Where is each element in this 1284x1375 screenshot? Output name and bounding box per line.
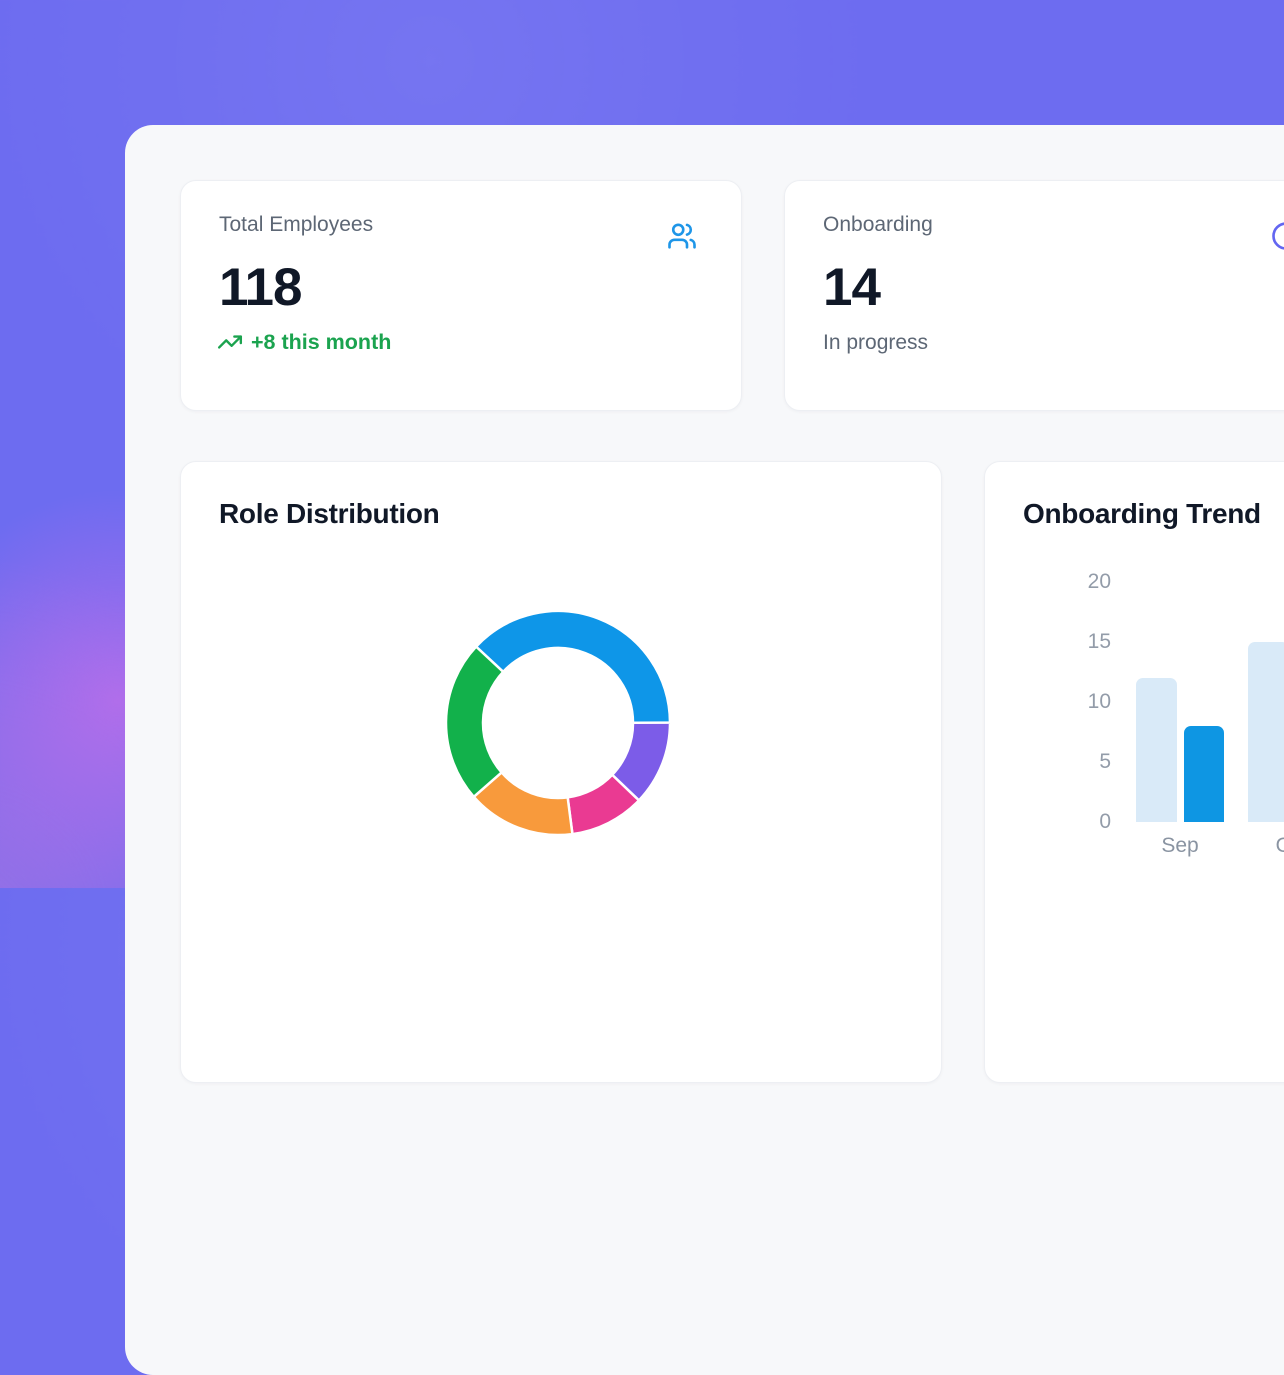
dashboard-background: { "theme": { "background_purple": "#6d6c…: [0, 0, 1284, 888]
onboarding-trend-bar-chart[interactable]: 0 5 10 15 20 Sep Oct: [985, 462, 1284, 1082]
stat-label: Onboarding: [823, 213, 933, 237]
y-axis-tick-label: 0: [1051, 811, 1111, 833]
stat-label: Total Employees: [219, 213, 373, 237]
y-axis-tick-label: 5: [1051, 751, 1111, 773]
stat-card-total-employees: Total Employees 118 +8 this month: [180, 180, 742, 411]
role-distribution-donut-chart[interactable]: [446, 611, 670, 835]
stat-delta-text: +8 this month: [251, 330, 391, 355]
bar-light-blue-series-sep[interactable]: [1136, 678, 1177, 822]
clock-icon: [1271, 221, 1284, 251]
stat-delta: +8 this month: [217, 329, 391, 355]
main-panel: Total Employees 118 +8 this month Onboar…: [125, 125, 1284, 1375]
donut-green-segment[interactable]: [446, 647, 503, 797]
role-distribution-card: Role Distribution: [180, 461, 942, 1083]
y-axis-tick-label: 15: [1051, 631, 1111, 653]
y-axis-tick-label: 20: [1051, 571, 1111, 593]
chart-title: Role Distribution: [219, 498, 439, 530]
onboarding-trend-card: Onboarding Trend 05101520SepOct: [984, 461, 1284, 1083]
donut-blue-segment[interactable]: [476, 611, 670, 723]
x-axis-category-label: Oct: [1252, 834, 1284, 858]
bar-light-blue-series-oct[interactable]: [1248, 642, 1284, 822]
stat-card-onboarding: Onboarding 14 In progress: [784, 180, 1284, 411]
bar-dark-blue-series-sep[interactable]: [1184, 726, 1224, 822]
y-axis-tick-label: 10: [1051, 691, 1111, 713]
stat-value: 14: [823, 257, 880, 318]
users-icon: [667, 221, 697, 251]
stat-value: 118: [219, 257, 302, 318]
trending-up-icon: [217, 329, 243, 355]
x-axis-category-label: Sep: [1140, 834, 1220, 858]
stat-subtext: In progress: [823, 331, 928, 355]
